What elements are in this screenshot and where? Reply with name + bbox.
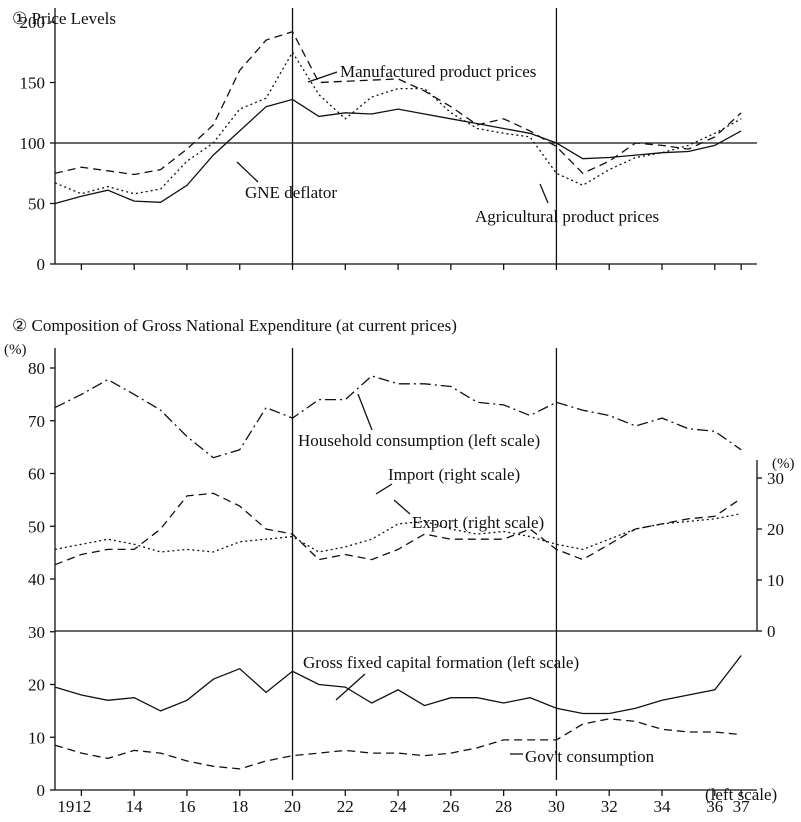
y-tick-label: 30	[28, 623, 45, 642]
series-label: Manufactured product prices	[340, 62, 536, 81]
y-axis-label: (%)	[4, 342, 27, 358]
y-tick-label: 200	[20, 13, 46, 32]
y-tick-label: 100	[20, 134, 46, 153]
series-line	[54, 513, 742, 553]
series-label: Export (right scale)	[412, 513, 544, 532]
y2-axis-label: (%)	[772, 456, 795, 472]
x-tick-label: 26	[442, 797, 459, 816]
y-tick-label: 50	[28, 195, 45, 214]
y2-tick-label: 10	[767, 571, 784, 590]
chart-title: ② Composition of Gross National Expendit…	[12, 316, 457, 335]
series-line	[54, 375, 742, 459]
y-tick-label: 150	[20, 74, 46, 93]
series-label: GNE deflator	[245, 183, 337, 202]
series-line	[54, 655, 742, 715]
series-label: Import (right scale)	[388, 465, 520, 484]
series-label: Household consumption (left scale)	[298, 431, 540, 450]
series-line	[54, 718, 742, 770]
leader-line	[335, 673, 366, 701]
series-label: Gov't consumption	[525, 747, 655, 766]
leader-line	[375, 483, 393, 495]
series-label: Agricultural product prices	[475, 207, 659, 226]
x-tick-label: 32	[601, 797, 618, 816]
x-tick-label: 24	[390, 797, 408, 816]
leader-line	[393, 499, 411, 515]
y-tick-label: 20	[28, 676, 45, 695]
y-tick-label: 80	[28, 359, 45, 378]
x-tick-label: 20	[284, 797, 301, 816]
leader-line	[236, 161, 259, 183]
y2-tick-label: 30	[767, 469, 784, 488]
x-tick-label: 28	[495, 797, 512, 816]
series-line	[54, 492, 742, 566]
x-tick-label: 34	[653, 797, 671, 816]
x-tick-label: 22	[337, 797, 354, 816]
y-tick-label: 70	[28, 412, 45, 431]
y2-tick-label: 0	[767, 622, 776, 641]
x-tick-label: 16	[178, 797, 195, 816]
x-tick-label: 1912	[57, 797, 91, 816]
y-tick-label: 0	[37, 781, 46, 800]
y-tick-label: 10	[28, 728, 45, 747]
y-tick-label: 40	[28, 570, 45, 589]
series-line	[54, 98, 742, 205]
x-tick-label: 18	[231, 797, 248, 816]
y-tick-label: 0	[37, 255, 46, 274]
x-tick-label: 14	[126, 797, 144, 816]
series-line	[54, 30, 742, 176]
series-note: (left scale)	[705, 785, 777, 804]
leader-line	[539, 183, 549, 204]
leader-line	[307, 71, 338, 83]
y-tick-label: 60	[28, 465, 45, 484]
chart-title: ① Price Levels	[12, 9, 116, 28]
y-tick-label: 50	[28, 517, 45, 536]
x-tick-label: 36	[706, 797, 723, 816]
x-tick-label: 30	[548, 797, 565, 816]
leader-line	[357, 393, 373, 431]
y2-tick-label: 20	[767, 520, 784, 539]
series-label: Gross fixed capital formation (left scal…	[303, 653, 579, 672]
x-tick-label: 37	[733, 797, 751, 816]
